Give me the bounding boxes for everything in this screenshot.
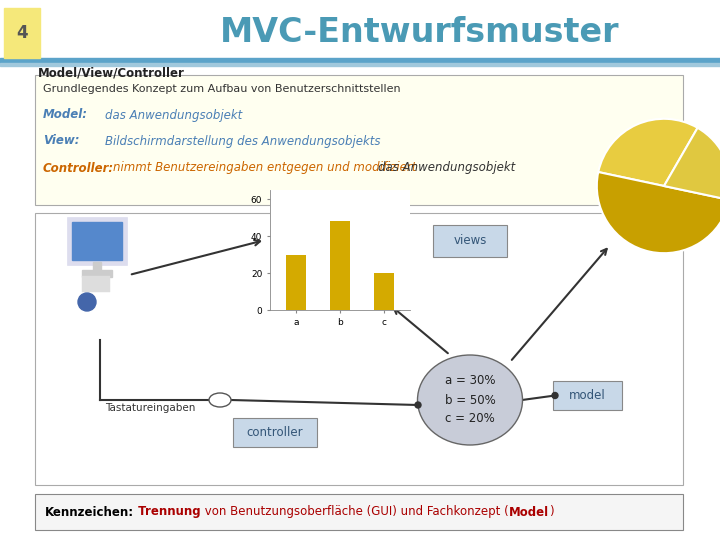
Circle shape [552, 393, 558, 399]
Text: View:: View: [43, 134, 79, 147]
Bar [0, 0, 720, 60]
Text: Kennzeichen:: Kennzeichen: [45, 505, 134, 518]
Bar [0, 58, 720, 63]
FancyBboxPatch shape [553, 381, 622, 410]
Text: das Anwendungsobjekt: das Anwendungsobjekt [105, 109, 242, 122]
Text: MVC-Entwurfsmuster: MVC-Entwurfsmuster [220, 17, 620, 50]
Circle shape [78, 293, 96, 311]
Text: von Benutzungsoberfläche (GUI) und Fachkonzept (: von Benutzungsoberfläche (GUI) und Fachk… [201, 505, 508, 518]
FancyBboxPatch shape [35, 494, 683, 530]
Text: Model:: Model: [43, 109, 88, 122]
FancyBboxPatch shape [233, 418, 317, 447]
Text: Controller:: Controller: [43, 161, 114, 174]
Text: das Anwendungsobjekt: das Anwendungsobjekt [378, 161, 516, 174]
Wedge shape [597, 172, 720, 253]
Text: controller: controller [247, 426, 303, 439]
Wedge shape [598, 119, 698, 186]
Ellipse shape [209, 393, 231, 407]
FancyBboxPatch shape [35, 75, 683, 205]
Bar [287, 255, 306, 310]
FancyBboxPatch shape [433, 225, 507, 257]
FancyBboxPatch shape [35, 213, 683, 485]
Bar [0, 63, 720, 66]
Bar [82, 276, 110, 292]
Text: ): ) [549, 505, 553, 518]
Text: 4: 4 [16, 24, 28, 42]
Bar [72, 222, 122, 260]
Bar [330, 221, 350, 310]
Wedge shape [664, 128, 720, 200]
Text: Bildschirmdarstellung des Anwendungsobjekts: Bildschirmdarstellung des Anwendungsobje… [105, 134, 380, 147]
Text: views: views [454, 234, 487, 247]
Bar [93, 262, 101, 272]
Text: Model: Model [508, 505, 549, 518]
Ellipse shape [418, 355, 523, 445]
Text: nimmt Benutzereingaben entgegen und modifiziert: nimmt Benutzereingaben entgegen und modi… [113, 161, 416, 174]
Text: Model/View/Controller: Model/View/Controller [38, 66, 185, 79]
Bar [82, 270, 112, 277]
Text: Tastatureingaben: Tastatureingaben [105, 403, 195, 413]
Text: Trennung: Trennung [134, 505, 201, 518]
Circle shape [415, 402, 421, 408]
Text: a = 30%
b = 50%
c = 20%: a = 30% b = 50% c = 20% [445, 375, 495, 426]
Text: Grundlegendes Konzept zum Aufbau von Benutzerschnittstellen: Grundlegendes Konzept zum Aufbau von Ben… [43, 84, 400, 94]
Bar [4, 8, 40, 58]
Text: model: model [569, 389, 606, 402]
Bar [374, 273, 394, 310]
Bar [67, 217, 127, 265]
